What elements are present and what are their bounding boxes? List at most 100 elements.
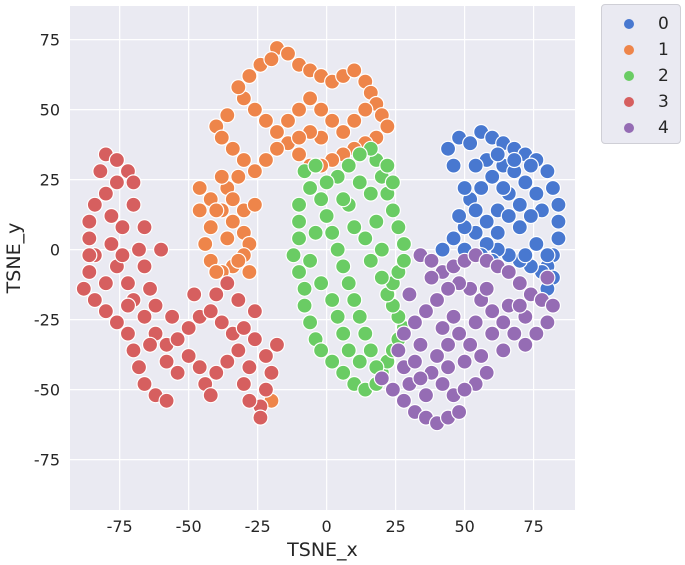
data-point-cluster-3: [81, 213, 98, 230]
data-point-cluster-1: [379, 118, 396, 135]
data-point-cluster-4: [473, 347, 490, 365]
data-point-cluster-4: [478, 364, 495, 381]
data-point-cluster-2: [340, 342, 357, 359]
data-point-cluster-0: [445, 157, 462, 174]
data-point-cluster-4: [439, 336, 457, 353]
data-point-cluster-3: [147, 297, 164, 314]
data-point-cluster-3: [213, 314, 230, 331]
data-point-cluster-3: [158, 353, 175, 370]
data-point-cluster-4: [450, 403, 468, 421]
legend-item-3: 3: [602, 91, 669, 113]
data-point-cluster-0: [445, 230, 462, 247]
data-point-cluster-2: [384, 174, 401, 191]
data-point-cluster-1: [346, 62, 363, 79]
data-point-cluster-1: [224, 191, 241, 208]
data-point-cluster-0: [511, 219, 528, 236]
data-point-cluster-3: [86, 291, 103, 309]
data-point-cluster-2: [313, 342, 330, 359]
data-point-cluster-1: [290, 129, 308, 146]
data-point-cluster-1: [208, 263, 225, 281]
data-point-cluster-3: [97, 185, 114, 202]
y-axis-label: TSNE_y: [3, 223, 25, 295]
data-point-cluster-4: [428, 347, 446, 365]
data-point-cluster-2: [373, 241, 390, 258]
data-point-cluster-3: [268, 336, 286, 353]
data-point-cluster-4: [506, 325, 523, 342]
data-point-cluster-3: [208, 364, 225, 381]
data-point-cluster-3: [252, 409, 269, 426]
data-point-cluster-0: [517, 174, 534, 191]
data-point-cluster-3: [152, 241, 170, 258]
data-point-cluster-2: [395, 235, 413, 253]
data-point-cluster-0: [489, 146, 506, 163]
data-point-cluster-4: [428, 291, 446, 309]
data-point-cluster-1: [268, 140, 286, 157]
data-point-cluster-2: [335, 325, 352, 342]
data-point-cluster-2: [340, 275, 357, 292]
y-tick-label: -75: [34, 451, 60, 470]
data-point-cluster-2: [340, 157, 357, 174]
data-point-cluster-4: [417, 387, 435, 404]
data-point-cluster-2: [290, 196, 308, 213]
y-tick-label: -50: [34, 381, 60, 400]
data-point-cluster-1: [213, 129, 230, 146]
data-point-cluster-2: [368, 213, 385, 230]
y-tick-label: 50: [40, 101, 60, 120]
data-point-cluster-3: [108, 314, 126, 331]
data-point-cluster-4: [384, 381, 401, 398]
data-point-cluster-1: [197, 235, 214, 253]
data-point-cluster-0: [467, 157, 484, 174]
data-point-cluster-2: [335, 258, 352, 275]
data-point-cluster-3: [241, 359, 258, 376]
data-point-cluster-3: [92, 163, 109, 180]
x-tick-label: -50: [176, 517, 202, 536]
data-point-cluster-1: [219, 107, 236, 124]
data-point-cluster-3: [241, 392, 258, 409]
data-point-cluster-0: [434, 241, 451, 258]
data-point-cluster-2: [335, 191, 352, 208]
legend-marker-icon: [624, 97, 634, 107]
data-point-cluster-4: [395, 325, 413, 342]
data-point-cluster-0: [450, 207, 468, 225]
data-point-cluster-1: [263, 51, 280, 68]
data-point-cluster-4: [412, 336, 429, 353]
data-point-cluster-4: [406, 314, 424, 331]
data-point-cluster-3: [130, 241, 148, 258]
data-point-cluster-1: [290, 146, 308, 163]
data-point-cluster-2: [313, 275, 330, 292]
data-point-cluster-3: [141, 336, 159, 353]
data-point-cluster-3: [136, 258, 153, 275]
data-point-cluster-0: [539, 247, 556, 264]
data-point-cluster-3: [235, 319, 252, 337]
x-axis-label: TSNE_x: [286, 539, 358, 561]
data-point-cluster-0: [528, 185, 545, 202]
data-point-cluster-1: [324, 112, 341, 129]
data-point-cluster-3: [81, 263, 98, 281]
data-point-cluster-2: [301, 252, 319, 269]
data-point-cluster-3: [180, 347, 197, 365]
data-point-cluster-3: [125, 196, 142, 213]
data-point-cluster-2: [362, 185, 379, 202]
data-point-cluster-0: [467, 202, 484, 219]
data-point-cluster-2: [329, 241, 346, 258]
legend-label: 1: [658, 40, 669, 60]
data-point-cluster-1: [235, 151, 252, 169]
data-point-cluster-2: [313, 191, 330, 208]
data-point-cluster-4: [434, 375, 451, 393]
data-point-cluster-1: [257, 112, 275, 129]
data-point-cluster-1: [208, 202, 225, 219]
data-point-cluster-3: [97, 275, 114, 292]
data-point-cluster-4: [484, 303, 501, 320]
data-point-cluster-3: [136, 375, 153, 393]
data-point-cluster-1: [246, 101, 263, 118]
x-tick-label: -75: [107, 517, 133, 536]
data-point-cluster-4: [450, 325, 468, 342]
data-point-cluster-1: [191, 179, 208, 197]
data-point-cluster-2: [301, 314, 319, 331]
data-point-cluster-4: [511, 275, 528, 292]
data-point-cluster-4: [500, 263, 517, 281]
data-point-cluster-1: [224, 140, 241, 157]
data-point-cluster-3: [136, 219, 153, 236]
data-point-cluster-2: [351, 308, 368, 325]
data-point-cluster-3: [202, 387, 219, 404]
